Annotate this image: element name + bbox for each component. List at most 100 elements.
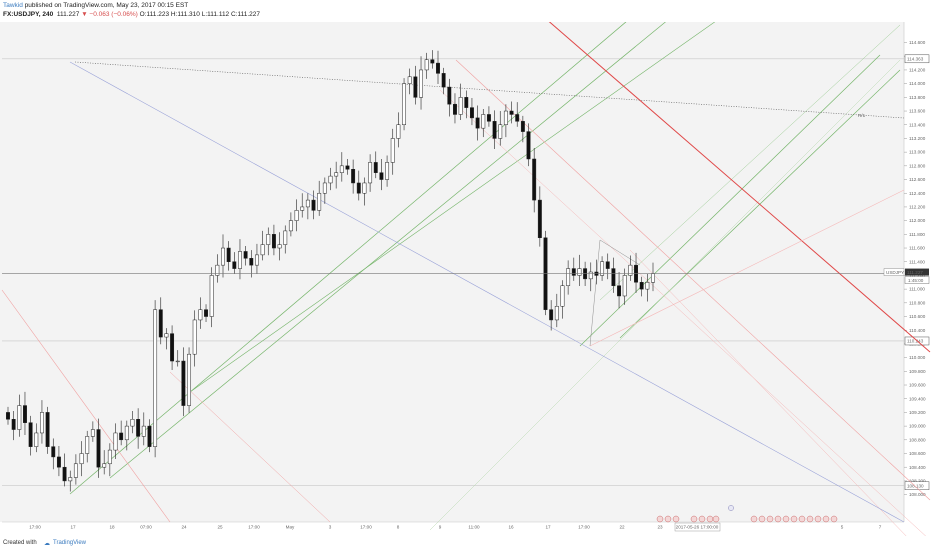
candle-body (164, 333, 169, 338)
x-tick-label: 17:00 (29, 525, 41, 530)
event-flag-icon (822, 515, 830, 523)
event-flag-icon (750, 515, 758, 523)
level-label: 114.363 (907, 56, 924, 61)
candle-body (226, 247, 231, 262)
candle-body (107, 449, 112, 465)
author-link[interactable]: Tawkid (3, 2, 23, 9)
x-tick-label: 9 (439, 525, 442, 530)
candle-body (96, 429, 101, 468)
y-tick-label: 110.600 (909, 314, 926, 319)
candle-body (311, 199, 316, 211)
trend-line (455, 59, 931, 501)
candle-body (430, 59, 435, 64)
candle-body (45, 412, 50, 447)
tradingview-brand[interactable]: TradingView (53, 540, 87, 546)
candle-body (28, 422, 33, 447)
event-flag-icon (712, 515, 720, 523)
candle-body (254, 254, 259, 266)
trend-line (579, 54, 881, 347)
candle-body (328, 175, 333, 184)
x-tick-label: 17:00 (578, 525, 590, 530)
candle-body (515, 114, 520, 122)
y-tick-label: 109.000 (909, 424, 926, 429)
candle-body (407, 76, 412, 84)
x-tick-label: 24 (181, 525, 187, 530)
candle-body (566, 268, 571, 286)
chart-header: Tawkid published on TradingView.com, May… (0, 0, 932, 22)
candle-body (221, 247, 225, 266)
candle-body (181, 360, 186, 406)
y-tick-label: 108.800 (909, 437, 926, 442)
candle-body (141, 425, 146, 437)
candle-body (532, 158, 537, 201)
level-label: 110.243 (907, 339, 924, 344)
y-tick-label: 113.400 (909, 122, 926, 127)
event-flag-icon (798, 515, 806, 523)
candle-body (277, 244, 282, 249)
candle-body (600, 261, 605, 276)
candle-body (79, 453, 84, 465)
candle-body (113, 432, 118, 451)
event-flag-icon (814, 515, 822, 523)
candle-body (266, 234, 271, 245)
candle-body (124, 425, 129, 441)
y-tick-label: 113.200 (909, 136, 926, 141)
candle-body (158, 309, 163, 338)
candle-body (119, 432, 124, 441)
candle-body (447, 86, 452, 105)
y-tick-label: 111.000 (909, 287, 925, 292)
x-tick-label: May (286, 525, 295, 530)
event-flag-icon (690, 515, 698, 523)
candle-body (130, 419, 135, 427)
trend-line (1, 289, 171, 523)
event-flag-icon (656, 515, 664, 523)
trend-line (599, 239, 641, 266)
candle-body (356, 182, 361, 194)
event-flag-icon (790, 515, 798, 523)
candle-body (537, 199, 542, 239)
candle-body (85, 436, 90, 454)
candle-body (62, 466, 67, 482)
candle-body (209, 275, 214, 317)
candle-body (554, 305, 559, 321)
level-label: 108.130 (907, 483, 924, 488)
candle-body (464, 97, 469, 108)
event-flag-icon (664, 515, 672, 523)
level-label-box (904, 54, 930, 64)
trend-line (189, 0, 747, 393)
chart-footer: Created with ☁ TradingView (0, 536, 932, 550)
x-tick-label: 17:00 (360, 525, 372, 530)
candle-body (368, 162, 373, 184)
countdown-box (904, 276, 930, 284)
candle-body (492, 121, 497, 139)
last-price: 111.227 (56, 11, 80, 18)
candle-body (351, 169, 356, 184)
candle-body (520, 121, 525, 132)
candle-body (243, 251, 248, 259)
candle-body (300, 206, 305, 211)
candle-body (453, 103, 457, 115)
candle-body (294, 210, 299, 221)
tradingview-logo-icon[interactable]: ☁ (44, 541, 50, 547)
candle-body (481, 114, 486, 129)
candle-body (645, 282, 650, 290)
candle-body (175, 360, 180, 363)
y-tick-label: 108.000 (909, 492, 926, 497)
candle-body (436, 62, 440, 74)
candle-body (11, 419, 16, 430)
candle-body (283, 230, 288, 245)
event-flag-icon (698, 515, 706, 523)
y-tick-label: 114.200 (909, 68, 926, 73)
candle-body (413, 76, 418, 98)
candle-body (390, 138, 395, 163)
candle-body (204, 309, 208, 317)
candle-body (90, 429, 95, 437)
candle-body (475, 117, 480, 129)
candle-body (322, 182, 327, 194)
trend-line (439, 89, 931, 541)
y-tick-label: 109.600 (909, 383, 926, 388)
y-tick-label: 112.800 (909, 163, 926, 168)
event-flag-icon (758, 515, 766, 523)
candle-body (605, 261, 610, 269)
